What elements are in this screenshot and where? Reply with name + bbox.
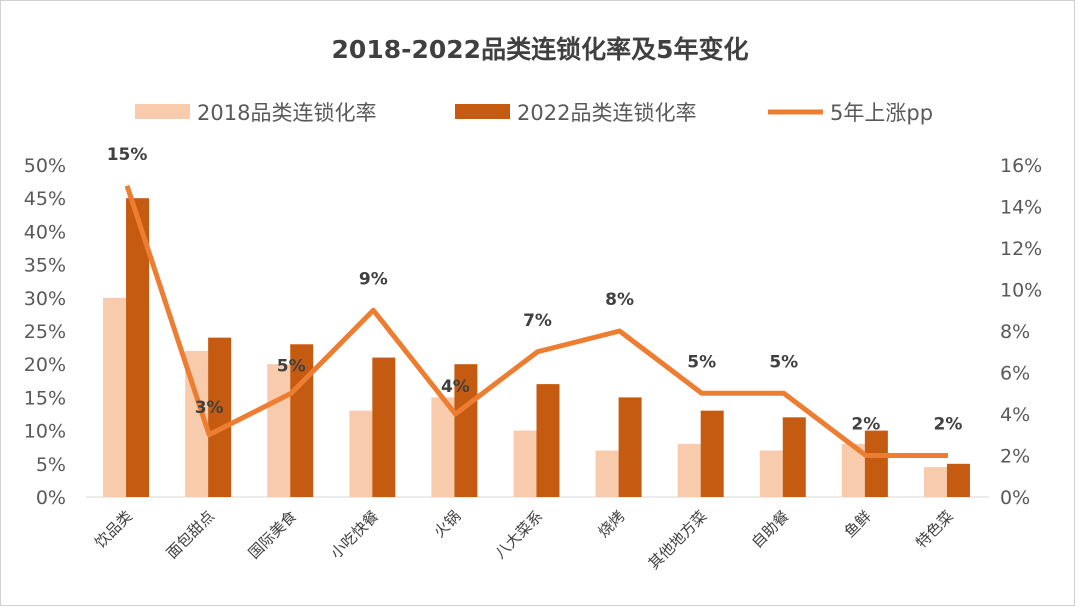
line-data-label: 15% (107, 145, 148, 165)
left-tick-label: 30% (24, 288, 66, 310)
bar-2018 (267, 364, 291, 497)
legend-item: 2018品类连锁化率 (135, 101, 376, 125)
chart-title: 2018-2022品类连锁化率及5年变化 (332, 35, 749, 64)
right-tick-label: 12% (1000, 238, 1042, 260)
line-data-label: 2% (851, 415, 880, 435)
left-tick-label: 35% (24, 255, 66, 277)
right-tick-label: 6% (1000, 363, 1030, 385)
legend-item: 2022品类连锁化率 (455, 101, 696, 125)
legend-label: 2022品类连锁化率 (517, 101, 696, 125)
bar-2018 (677, 443, 701, 497)
left-tick-label: 25% (24, 321, 66, 343)
bar-2022 (618, 397, 642, 497)
bar-2018 (185, 350, 209, 497)
line-data-label: 5% (687, 352, 716, 372)
bar-2018 (923, 467, 947, 497)
bar-2022 (782, 417, 806, 497)
right-tick-label: 0% (1000, 487, 1030, 509)
bar-2022 (536, 384, 560, 497)
bar-2018 (431, 397, 455, 497)
bar-2022 (454, 364, 478, 497)
right-tick-label: 8% (1000, 321, 1030, 343)
line-data-label: 9% (359, 269, 388, 289)
right-tick-label: 4% (1000, 404, 1030, 426)
legend-swatch (455, 104, 510, 119)
line-data-label: 5% (769, 352, 798, 372)
line-data-label: 2% (934, 415, 963, 435)
legend-swatch (135, 104, 190, 119)
left-tick-label: 40% (24, 221, 66, 243)
bar-2022 (372, 357, 396, 497)
bar-2018 (103, 297, 127, 497)
right-tick-label: 14% (1000, 197, 1042, 219)
bar-2022 (864, 430, 888, 497)
right-tick-label: 10% (1000, 280, 1042, 302)
legend-label: 2018品类连锁化率 (197, 101, 376, 125)
left-tick-label: 5% (36, 454, 66, 476)
bar-2018 (513, 430, 537, 497)
line-series (124, 184, 948, 458)
left-tick-label: 0% (36, 487, 66, 509)
legend: 2018品类连锁化率 2022品类连锁化率 5年上涨pp (135, 101, 933, 125)
right-tick-label: 2% (1000, 446, 1030, 468)
right-tick-label: 16% (1000, 155, 1042, 177)
bar-2022 (208, 337, 232, 497)
line-data-label: 8% (605, 290, 634, 310)
line-data-label: 4% (441, 377, 470, 397)
bar-2022 (290, 344, 314, 497)
line-data-label: 3% (195, 398, 224, 418)
bar-2018 (841, 443, 865, 497)
left-tick-label: 50% (24, 155, 66, 177)
bar-2018 (595, 450, 619, 497)
line-data-label: 7% (523, 311, 552, 331)
bar-2018 (759, 450, 783, 497)
left-tick-label: 20% (24, 354, 66, 376)
left-tick-label: 45% (24, 188, 66, 210)
line-data-label: 5% (277, 356, 306, 376)
legend-item: 5年上涨pp (768, 101, 933, 125)
left-tick-label: 10% (24, 421, 66, 443)
bar-2018 (349, 410, 373, 497)
left-tick-label: 15% (24, 387, 66, 409)
bar-2022 (946, 463, 970, 497)
legend-label: 5年上涨pp (830, 101, 933, 125)
bar-2022 (700, 410, 724, 497)
bar-2022 (126, 198, 150, 497)
